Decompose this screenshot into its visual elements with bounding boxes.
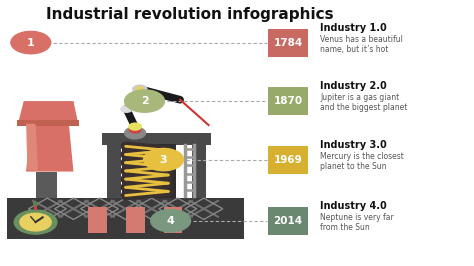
Circle shape bbox=[20, 213, 51, 231]
FancyBboxPatch shape bbox=[268, 146, 308, 174]
FancyBboxPatch shape bbox=[268, 207, 308, 235]
FancyBboxPatch shape bbox=[164, 207, 182, 233]
FancyBboxPatch shape bbox=[34, 205, 37, 210]
Text: 1784: 1784 bbox=[273, 38, 302, 48]
FancyBboxPatch shape bbox=[268, 87, 308, 115]
Text: Industry 2.0: Industry 2.0 bbox=[320, 81, 387, 92]
Text: Mercury is the closest: Mercury is the closest bbox=[320, 152, 404, 161]
Polygon shape bbox=[26, 122, 73, 172]
Text: 1870: 1870 bbox=[273, 96, 302, 106]
Text: 4: 4 bbox=[167, 216, 174, 226]
Circle shape bbox=[125, 90, 164, 112]
Text: 3: 3 bbox=[160, 155, 167, 165]
FancyBboxPatch shape bbox=[7, 198, 244, 239]
Text: 2014: 2014 bbox=[273, 216, 302, 226]
Polygon shape bbox=[18, 101, 78, 124]
Text: Jupiter is a gas giant: Jupiter is a gas giant bbox=[320, 93, 399, 102]
Text: 2: 2 bbox=[141, 96, 148, 106]
Circle shape bbox=[121, 106, 132, 112]
Text: Neptune is very far: Neptune is very far bbox=[320, 213, 394, 222]
FancyBboxPatch shape bbox=[36, 172, 57, 198]
FancyBboxPatch shape bbox=[17, 120, 79, 126]
FancyBboxPatch shape bbox=[192, 144, 206, 198]
Circle shape bbox=[133, 85, 147, 93]
Text: from the Sun: from the Sun bbox=[320, 223, 370, 232]
Text: Industry 1.0: Industry 1.0 bbox=[320, 23, 387, 33]
Text: 1969: 1969 bbox=[273, 155, 302, 165]
Circle shape bbox=[129, 127, 141, 133]
Text: Venus has a beautiful: Venus has a beautiful bbox=[320, 35, 403, 44]
Circle shape bbox=[125, 127, 146, 139]
Circle shape bbox=[144, 148, 183, 171]
Circle shape bbox=[129, 123, 141, 130]
Text: 1: 1 bbox=[27, 38, 35, 48]
Text: name, but it’s hot: name, but it’s hot bbox=[320, 45, 388, 54]
Text: Industrial revolution infographics: Industrial revolution infographics bbox=[46, 7, 333, 22]
Circle shape bbox=[11, 31, 51, 54]
Circle shape bbox=[151, 210, 191, 232]
Text: Industry 3.0: Industry 3.0 bbox=[320, 140, 387, 150]
Text: Industry 4.0: Industry 4.0 bbox=[320, 201, 387, 211]
FancyBboxPatch shape bbox=[33, 202, 38, 206]
Text: and the biggest planet: and the biggest planet bbox=[320, 103, 407, 112]
Circle shape bbox=[14, 210, 57, 234]
FancyBboxPatch shape bbox=[122, 144, 176, 198]
FancyBboxPatch shape bbox=[88, 207, 107, 233]
FancyBboxPatch shape bbox=[268, 29, 308, 57]
Text: planet to the Sun: planet to the Sun bbox=[320, 162, 386, 171]
FancyBboxPatch shape bbox=[107, 144, 121, 198]
Polygon shape bbox=[26, 124, 38, 170]
FancyBboxPatch shape bbox=[102, 133, 211, 145]
FancyBboxPatch shape bbox=[126, 207, 145, 233]
Circle shape bbox=[137, 87, 143, 90]
